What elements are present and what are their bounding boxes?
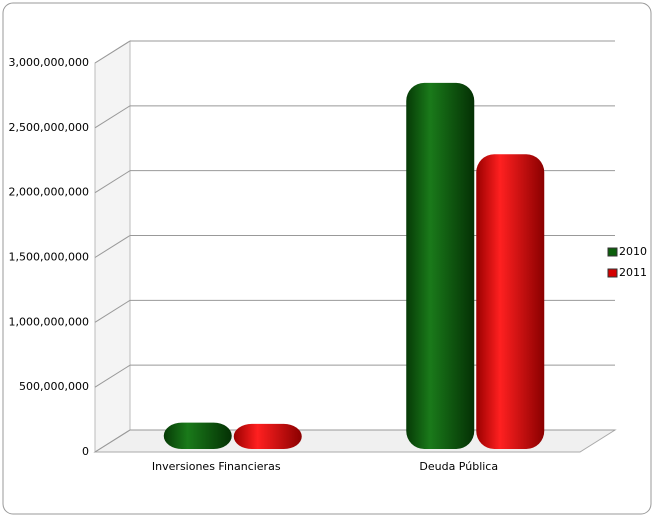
bar [406, 83, 474, 449]
legend-swatch [608, 269, 617, 277]
legend-swatch [608, 248, 617, 256]
y-tick-label: 1,000,000,000 [9, 315, 89, 328]
y-tick-label: 1,500,000,000 [9, 251, 89, 264]
x-tick-label: Inversiones Financieras [152, 460, 281, 473]
bar [164, 423, 232, 449]
bar [234, 424, 302, 449]
legend-label: 2010 [619, 245, 647, 258]
y-tick-label: 500,000,000 [19, 380, 89, 393]
y-tick-label: 3,000,000,000 [9, 56, 89, 69]
legend-label: 2011 [619, 266, 647, 279]
x-tick-label: Deuda Pública [419, 460, 498, 473]
y-tick-label: 0 [82, 445, 89, 458]
chart: 0 500,000,000 1,000,000,000 1,500,000,000 2,… [0, 0, 655, 518]
y-tick-label: 2,500,000,000 [9, 121, 89, 134]
y-tick-label: 2,000,000,000 [9, 186, 89, 199]
bar [476, 154, 544, 449]
